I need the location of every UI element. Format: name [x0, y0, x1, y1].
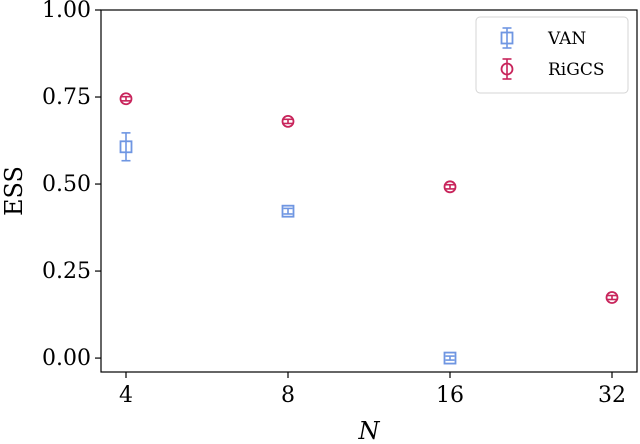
- y-axis: 0.00 0.25 0.50 0.75 1.00: [42, 0, 101, 371]
- x-tick-label: 16: [436, 383, 464, 408]
- y-tick-label: 0.00: [42, 346, 91, 371]
- x-axis-label: N: [358, 417, 381, 444]
- legend-van-label: VAN: [547, 29, 586, 49]
- y-tick-label: 0.75: [42, 85, 91, 110]
- rigcs-point: [443, 180, 457, 194]
- legend-rigcs-marker: [500, 58, 514, 80]
- x-tick-label: 8: [281, 383, 295, 408]
- x-tick-label: 4: [119, 383, 133, 408]
- x-axis: 4 8 16 32: [119, 372, 626, 408]
- legend: VAN RiGCS: [475, 16, 629, 94]
- rigcs-point: [281, 114, 295, 128]
- legend-rigcs-label: RiGCS: [548, 60, 604, 80]
- rigcs-point: [605, 291, 619, 304]
- van-point: [281, 204, 295, 218]
- rigcs-point: [119, 92, 133, 106]
- y-tick-label: 0.50: [42, 172, 91, 197]
- y-axis-label: ESS: [0, 166, 28, 216]
- x-tick-label: 32: [598, 383, 626, 408]
- y-tick-label: 0.25: [42, 259, 91, 284]
- van-point: [119, 132, 133, 162]
- van-point: [443, 351, 457, 365]
- legend-van-marker: [500, 27, 514, 49]
- y-tick-label: 1.00: [42, 0, 91, 23]
- legend-frame: [475, 16, 629, 94]
- plot-frame: [100, 9, 638, 373]
- data-marks: [119, 92, 619, 365]
